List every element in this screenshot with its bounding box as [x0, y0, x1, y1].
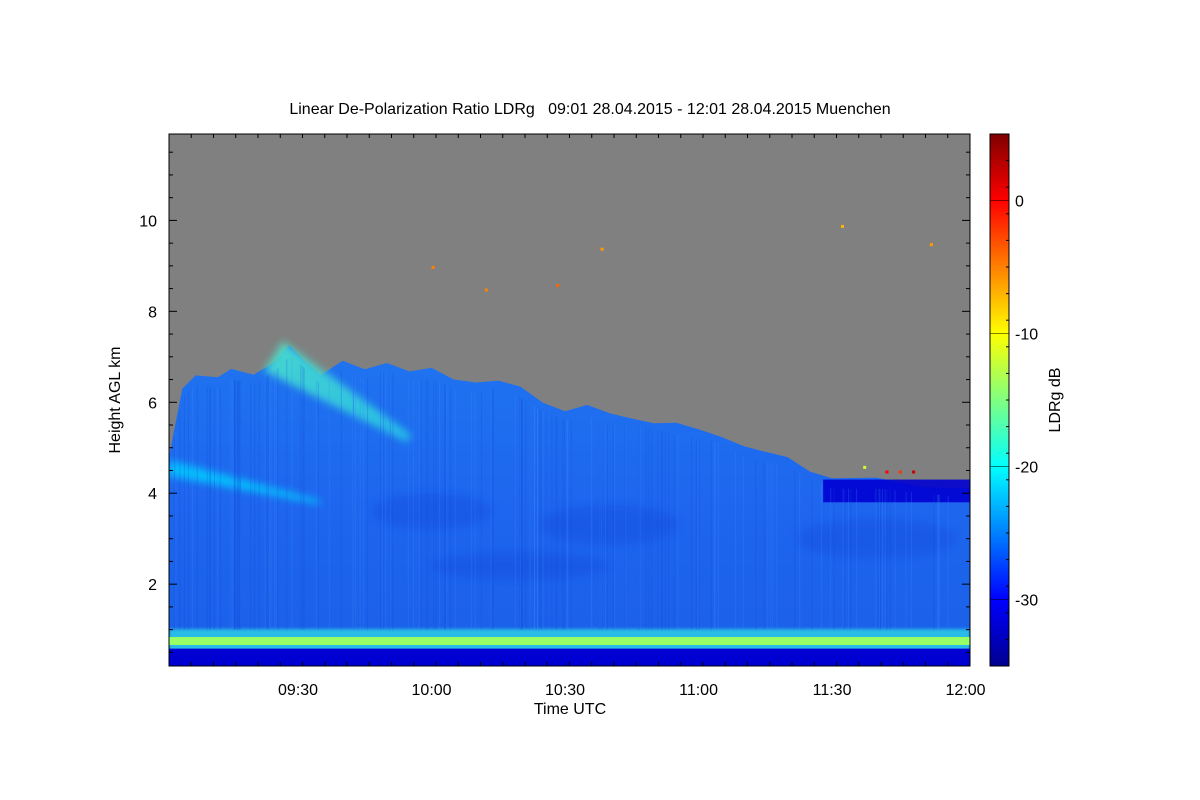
cloud-blotch	[796, 518, 957, 559]
y-axis-label: Height AGL km	[107, 346, 124, 453]
heatmap-area	[169, 134, 970, 666]
x-tick-label: 12:00	[946, 682, 986, 699]
low-cirrus-streak	[169, 460, 321, 505]
x-tick-label: 10:30	[545, 682, 585, 699]
x-tick-label: 10:00	[412, 682, 452, 699]
dark-top-band	[823, 479, 970, 503]
y-tick-label: 6	[148, 395, 157, 412]
speckle-points	[431, 224, 933, 474]
cloud-blotch	[539, 505, 680, 546]
y-tick-label: 8	[148, 304, 157, 321]
speckle-point	[863, 465, 867, 469]
x-tick-label: 11:30	[813, 682, 852, 699]
x-axis-label: Time UTC	[534, 701, 606, 718]
colorbar-tick-label: 0	[1015, 194, 1024, 211]
chart-title: Linear De-Polarization Ratio LDRg 09:01 …	[289, 101, 890, 118]
speckle-point	[841, 224, 844, 228]
speckle-point	[600, 247, 604, 251]
speckle-point	[431, 265, 435, 269]
colorbar-ticks: -30 -20 -10 0	[990, 133, 1038, 667]
cloud-blotch	[371, 493, 492, 530]
y-axis: 2 4 6 8 10	[139, 151, 970, 653]
vertical-streaks	[169, 358, 949, 630]
y-tick-label: 10	[139, 213, 157, 230]
speckle-point	[885, 470, 889, 474]
colorbar-label: LDRg dB	[1047, 368, 1064, 433]
cloud-blotch	[430, 551, 611, 580]
speckle-point	[912, 470, 916, 474]
signal-region	[169, 345, 970, 666]
y-tick-label: 2	[148, 577, 157, 594]
boundary-layer-band	[169, 636, 970, 645]
speckle-point	[929, 243, 933, 247]
speckle-point	[898, 470, 902, 474]
y-tick-label: 4	[148, 486, 157, 503]
layer-features	[169, 341, 970, 666]
colorbar-tick-label: -10	[1015, 327, 1038, 344]
x-tick-label: 11:00	[679, 682, 718, 699]
speckle-point	[556, 284, 560, 288]
speckle-point	[484, 288, 488, 292]
near-ground-band	[169, 648, 970, 666]
colorbar-tick-label: -30	[1015, 593, 1038, 610]
colorbar-tick-label: -20	[1015, 460, 1038, 477]
x-tick-label: 09:30	[278, 682, 318, 699]
x-axis: 09:30 10:00 10:30 11:00 11:30 12:00	[168, 134, 986, 699]
cirrus-feature	[263, 341, 412, 443]
